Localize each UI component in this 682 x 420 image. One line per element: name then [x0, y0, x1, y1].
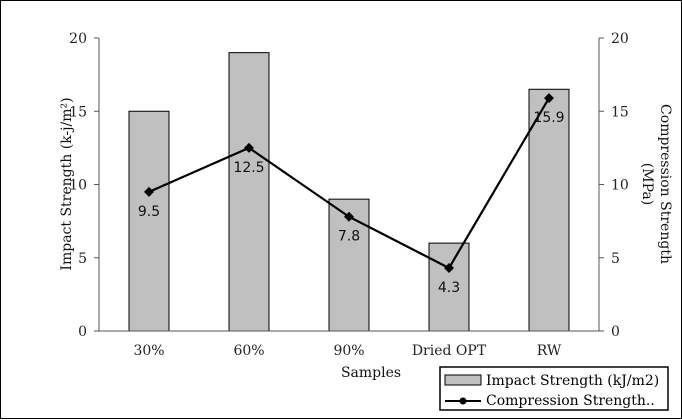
category-label: 30%	[133, 343, 164, 359]
legend-line-label: Compression Strength..	[486, 393, 655, 409]
y2-tick-label: 0	[611, 324, 620, 340]
line-marker-2	[244, 142, 254, 153]
y-tick-label: 5	[78, 251, 87, 267]
category-labels: 30% 60% 90% Dried OPT RW	[133, 343, 561, 359]
line-data-label: 7.8	[338, 229, 360, 245]
y2-tick-label: 10	[611, 178, 629, 194]
legend-bar-label: Impact Strength (kJ/m2)	[486, 373, 659, 389]
line-data-label: 15.9	[533, 110, 564, 126]
y-tick-label: 20	[69, 31, 87, 47]
legend-bar-swatch	[444, 374, 482, 386]
line-data-label: 9.5	[138, 204, 160, 220]
category-label: 60%	[233, 343, 264, 359]
line-data-label: 12.5	[233, 160, 264, 176]
bar-4	[428, 242, 470, 332]
line-marker-5	[544, 93, 554, 104]
legend-line-marker	[459, 397, 467, 405]
bar-5	[528, 88, 570, 332]
y-axis-label: Impact Strength (k-j/m²)	[59, 97, 75, 270]
y2-tick-label: 5	[611, 251, 620, 267]
line-marker-3	[344, 211, 354, 222]
legend-box	[439, 366, 669, 411]
y2-tick-label: 15	[611, 104, 629, 120]
right-axis-ticks: 0 5 10 15 20	[599, 31, 629, 340]
category-label: RW	[537, 343, 562, 359]
category-label: 90%	[333, 343, 364, 359]
bar-2	[228, 52, 270, 332]
line-marker-1	[144, 186, 154, 197]
x-axis-label: Samples	[341, 365, 401, 381]
y2-axis-label-line2: (MPa)	[639, 163, 655, 205]
y-tick-label: 10	[69, 178, 87, 194]
y2-axis-label-line1: Compression Strength	[657, 104, 673, 264]
y-tick-label: 0	[78, 324, 87, 340]
line-marker-4	[444, 263, 454, 274]
bar-1	[128, 110, 170, 332]
legend: Impact Strength (kJ/m2) Compression Stre…	[439, 366, 669, 411]
y2-tick-label: 20	[611, 31, 629, 47]
category-label: Dried OPT	[412, 343, 487, 359]
line-data-label: 4.3	[438, 280, 460, 296]
line-data-labels: 9.5 12.5 7.8 4.3 15.9	[138, 110, 565, 296]
line-series	[144, 93, 554, 274]
left-axis-ticks: 0 5 10 15 20	[69, 31, 99, 340]
bar-series	[128, 52, 570, 332]
y-tick-label: 15	[69, 104, 87, 120]
